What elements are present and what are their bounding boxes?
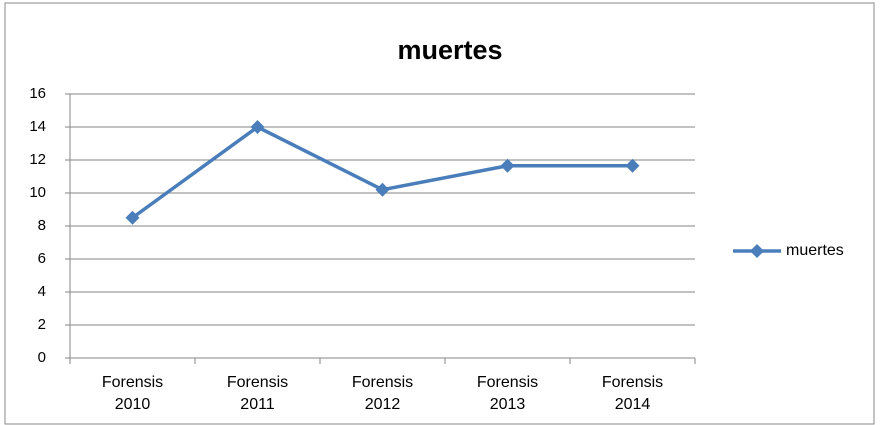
y-tick-label: 6 <box>38 250 46 267</box>
y-tick-label: 14 <box>29 118 46 135</box>
chart-border <box>4 2 875 425</box>
marker <box>500 158 515 173</box>
x-tick-label: Forensis 2012 <box>351 374 414 413</box>
legend-marker <box>750 244 764 258</box>
marker <box>375 182 390 197</box>
y-tick-label: 10 <box>29 184 46 201</box>
marker <box>250 120 265 134</box>
y-tick-label: 8 <box>38 217 46 234</box>
legend-label: muertes <box>786 242 844 259</box>
x-tick-label: Forensis 2010 <box>101 374 164 413</box>
y-tick-label: 0 <box>38 349 46 366</box>
x-tick-label: Forensis 2013 <box>476 374 539 413</box>
x-tick-label: Forensis 2014 <box>601 374 664 413</box>
marker <box>625 158 640 173</box>
chart-title: muertes <box>397 35 502 65</box>
y-tick-label: 2 <box>38 316 46 333</box>
y-tick-label: 12 <box>29 151 46 168</box>
x-tick-label: Forensis 2011 <box>226 374 289 413</box>
y-tick-label: 16 <box>29 85 46 102</box>
y-tick-label: 4 <box>38 283 46 300</box>
marker <box>125 210 140 225</box>
